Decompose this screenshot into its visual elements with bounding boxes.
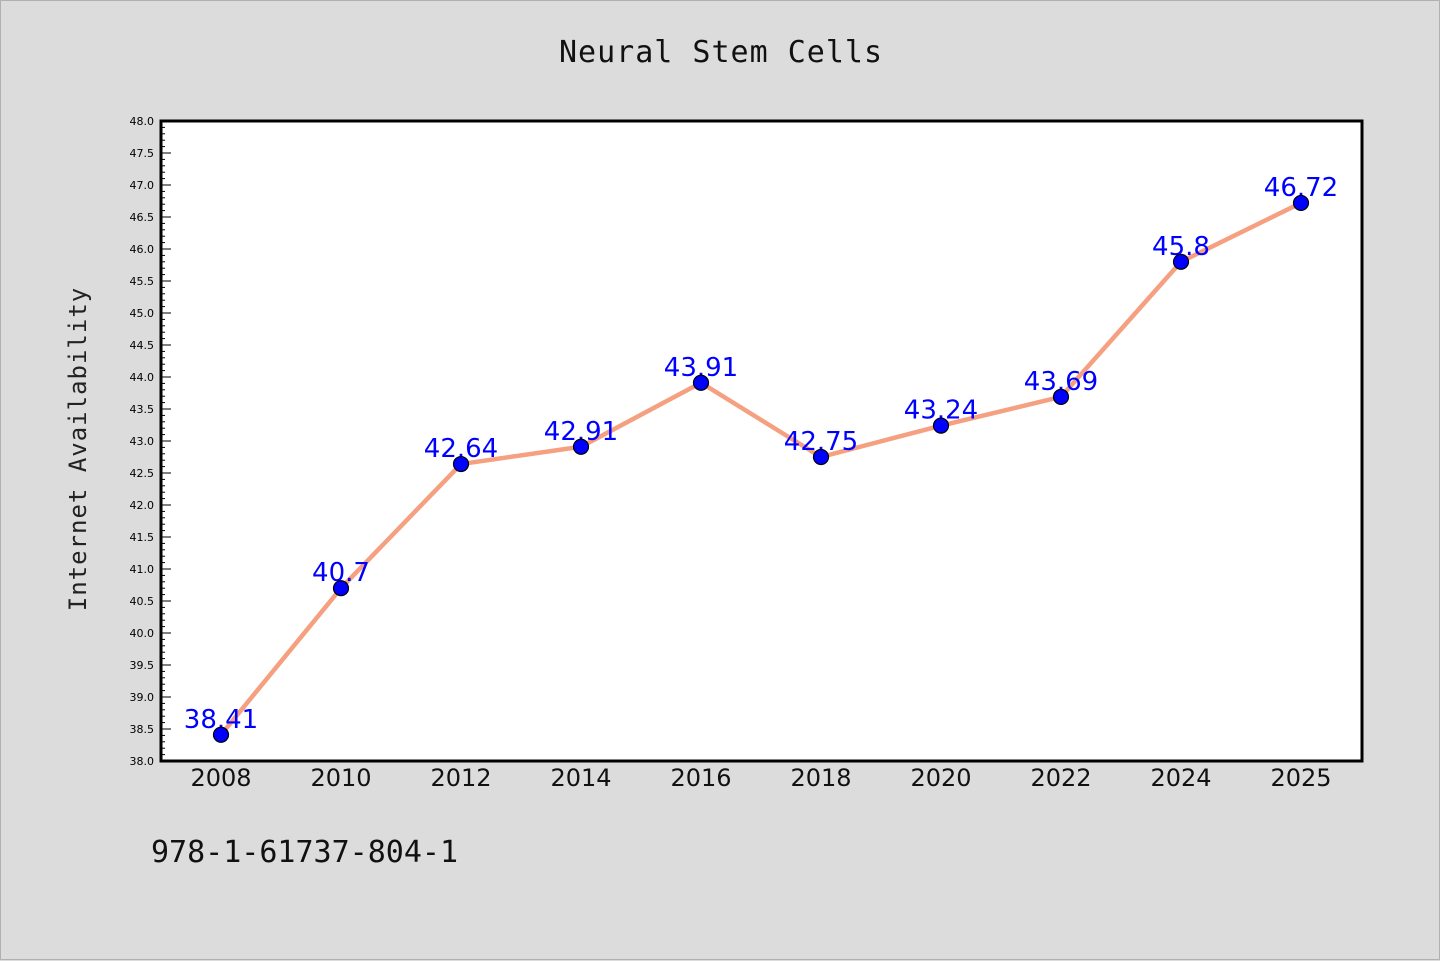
chart-title: Neural Stem Cells [558, 35, 884, 70]
data-point [332, 580, 350, 597]
x-tick-label: 2018 [790, 764, 851, 792]
x-tick-label: 2024 [1150, 764, 1211, 792]
y-tick-label: 41.5 [130, 531, 155, 544]
y-tick-label: 40.0 [130, 627, 155, 640]
data-point [1052, 388, 1070, 405]
y-tick-label: 42.0 [130, 499, 155, 512]
data-point [812, 448, 830, 466]
y-tick-label: 38.5 [130, 723, 155, 736]
y-tick-label: 42.5 [130, 467, 155, 480]
data-point [1172, 253, 1190, 270]
y-tick-label: 38.0 [130, 755, 155, 768]
x-tick-label: 2022 [1030, 764, 1091, 792]
data-point [452, 455, 470, 473]
y-tick-label: 43.5 [130, 403, 155, 416]
y-tick-label: 46.5 [130, 211, 155, 224]
data-point [1292, 194, 1310, 212]
y-tick-label: 44.5 [130, 339, 155, 352]
y-tick-label: 48.0 [130, 115, 155, 128]
x-tick-label: 2016 [670, 764, 731, 792]
x-tick-label: 2010 [310, 764, 371, 792]
plot-area [161, 121, 1362, 761]
y-tick-label: 47.5 [130, 147, 155, 160]
y-tick-label: 40.5 [130, 595, 155, 608]
data-point [572, 438, 590, 455]
x-tick-label: 2025 [1270, 764, 1331, 792]
data-point [692, 374, 710, 391]
y-tick-label: 45.5 [130, 275, 155, 288]
x-tick-label: 2014 [550, 764, 611, 792]
y-tick-label: 47.0 [130, 179, 155, 192]
series-line [218, 200, 1304, 738]
y-tick-label: 39.5 [130, 659, 155, 672]
y-tick-label: 41.0 [130, 563, 155, 576]
x-tick-label: 2012 [430, 764, 491, 792]
y-tick-label: 45.0 [130, 307, 155, 320]
y-tick-label: 44.0 [130, 371, 155, 384]
y-tick-label: 43.0 [130, 435, 155, 448]
data-point [932, 417, 950, 434]
data-point [212, 726, 230, 743]
plot-frame [159, 119, 1364, 763]
x-tick-label: 2020 [910, 764, 971, 792]
x-tick-label: 2008 [190, 764, 251, 792]
y-tick-label: 46.0 [130, 243, 155, 256]
footer-code: 978-1-61737-804-1 [151, 835, 459, 870]
y-tick-label: 39.0 [130, 691, 155, 704]
